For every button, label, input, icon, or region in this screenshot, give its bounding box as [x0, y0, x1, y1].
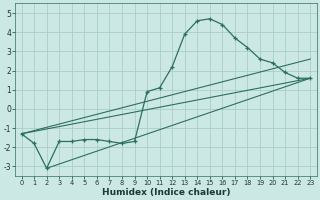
- X-axis label: Humidex (Indice chaleur): Humidex (Indice chaleur): [102, 188, 230, 197]
